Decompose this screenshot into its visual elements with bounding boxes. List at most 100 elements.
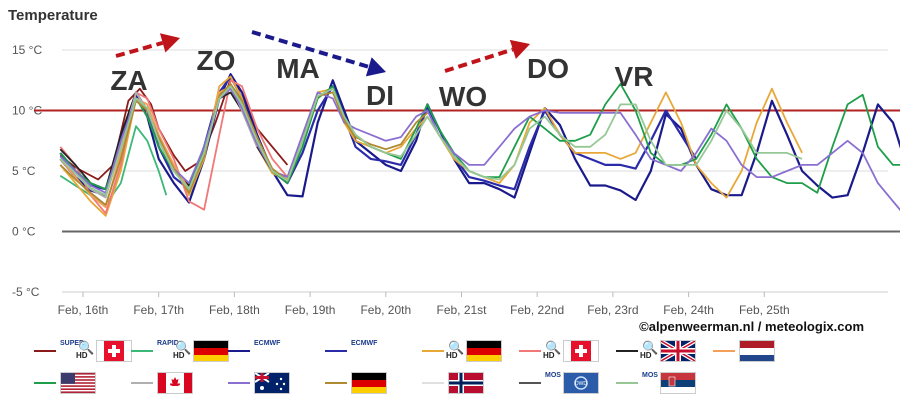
flag-us-icon: [60, 372, 96, 394]
series-lines: [59, 73, 900, 217]
legend-item-15[interactable]: MOS: [616, 370, 712, 396]
svg-text:DWD: DWD: [575, 381, 587, 387]
day-label-vr: VR: [615, 61, 654, 92]
flag-nl-icon: [739, 340, 775, 362]
legend-hd-label: HD: [76, 351, 88, 360]
magnifier-icon: 🔍: [448, 340, 465, 355]
x-tick-label: Feb, 20th: [360, 303, 411, 317]
legend-hd-label: HD: [446, 351, 458, 360]
legend-item-2[interactable]: RAPID 🔍 HD: [131, 338, 229, 364]
x-tick-label: Feb, 17th: [133, 303, 184, 317]
flag-ch-icon: [563, 340, 599, 362]
x-tick-label: Feb, 16th: [58, 303, 109, 317]
trend-arrow-head: [509, 39, 530, 59]
legend-swatch: [325, 350, 347, 352]
chart-title: Temperature: [8, 7, 98, 24]
legend-hd-label: HD: [543, 351, 555, 360]
day-label-ma: MA: [276, 53, 320, 84]
x-tick-label: Feb, 23rd: [587, 303, 638, 317]
day-annotations: ZA ZO MA DI WO DO VR: [110, 30, 654, 112]
trend-arrow-head: [365, 57, 386, 77]
y-axis-ticks: 15 °C 10 °C 5 °C 0 °C -5 °C: [12, 43, 42, 299]
x-axis-ticks: Feb, 16th Feb, 17th Feb, 18th Feb, 19th Feb,…: [58, 291, 888, 317]
reference-lines: [34, 109, 900, 233]
legend-swatch: [519, 382, 541, 384]
trend-arrow-shaft: [115, 40, 164, 58]
x-tick-label: Feb, 19th: [285, 303, 336, 317]
source-credit: ©alpenweerman.nl / meteologix.com: [639, 319, 864, 334]
legend-swatch: [616, 350, 638, 352]
legend-model-badge: MOS: [545, 372, 561, 379]
legend-swatch: [34, 382, 56, 384]
legend-item-13[interactable]: [422, 370, 518, 396]
legend-item-1[interactable]: SUPER 🔍 HD: [34, 338, 132, 364]
legend-swatch: [228, 382, 250, 384]
y-tick-label: 10 °C: [12, 104, 42, 118]
legend-swatch: [422, 350, 444, 352]
legend-item-9[interactable]: [34, 370, 130, 396]
legend-item-12[interactable]: [325, 370, 421, 396]
legend-swatch: [713, 350, 735, 352]
legend-item-10[interactable]: [131, 370, 227, 396]
flag-rs-icon: [660, 372, 696, 394]
trend-arrow-shaft: [251, 30, 370, 69]
magnifier-icon: 🔍: [642, 340, 659, 355]
flag-de-icon: [351, 372, 387, 394]
legend-swatch: [228, 350, 250, 352]
x-tick-label: Feb, 24th: [663, 303, 714, 317]
day-label-do: DO: [527, 53, 569, 84]
legend-item-7[interactable]: 🔍 HD: [616, 338, 712, 364]
legend-swatch: [519, 350, 541, 352]
y-tick-label: 0 °C: [12, 225, 36, 239]
legend-swatch: [422, 382, 444, 384]
legend-hd-label: HD: [640, 351, 652, 360]
flag-de-icon: [466, 340, 502, 362]
chart-legend: SUPER 🔍 HD RAPID 🔍 HD ECMWF ECMWF 🔍 HD 🔍 HD 🔍 HD MOS DW…: [0, 338, 900, 406]
legend-swatch: [616, 382, 638, 384]
series-line-7: [59, 91, 288, 191]
flag-ca-icon: [157, 372, 193, 394]
y-tick-label: 5 °C: [12, 164, 36, 178]
legend-model-badge: ECMWF: [351, 340, 378, 347]
series-line-13: [59, 85, 803, 197]
x-tick-label: Feb, 18th: [209, 303, 260, 317]
series-line-4: [59, 75, 698, 191]
trend-arrow-shaft: [444, 47, 514, 73]
x-tick-label: Feb, 22nd: [510, 303, 564, 317]
x-tick-label: Feb, 21st: [436, 303, 487, 317]
day-label-zo: ZO: [197, 45, 236, 76]
magnifier-icon: 🔍: [78, 340, 95, 355]
legend-item-3[interactable]: ECMWF: [228, 338, 324, 364]
y-tick-label: 15 °C: [12, 43, 42, 57]
legend-swatch: [131, 350, 153, 352]
day-label-di: DI: [366, 80, 394, 111]
magnifier-icon: 🔍: [545, 340, 562, 355]
legend-swatch: [131, 382, 153, 384]
legend-item-4[interactable]: ECMWF: [325, 338, 421, 364]
flag-no-icon: [448, 372, 484, 394]
day-label-za: ZA: [110, 65, 147, 96]
flag-gb-icon: [660, 340, 696, 362]
magnifier-icon: 🔍: [175, 340, 192, 355]
legend-model-badge: SUPER: [60, 340, 85, 347]
legend-swatch: [34, 350, 56, 352]
legend-model-badge: MOS: [642, 372, 658, 379]
legend-item-5[interactable]: 🔍 HD: [422, 338, 518, 364]
flag-de-icon: [193, 340, 229, 362]
legend-item-6[interactable]: 🔍 HD: [519, 338, 615, 364]
flag-au-icon: [254, 372, 290, 394]
trend-arrow-head: [159, 33, 180, 53]
legend-swatch: [325, 382, 347, 384]
legend-item-8[interactable]: [713, 338, 809, 364]
day-label-wo: WO: [439, 81, 487, 112]
legend-model-badge: ECMWF: [254, 340, 281, 347]
flag-ch-icon: [96, 340, 132, 362]
flag-dwd-icon: DWD: [563, 372, 599, 394]
y-tick-label: -5 °C: [12, 285, 40, 299]
series-line-5: [59, 75, 803, 217]
legend-hd-label: HD: [173, 351, 185, 360]
legend-item-11[interactable]: [228, 370, 324, 396]
legend-model-badge: RAPID: [157, 340, 179, 347]
legend-item-14[interactable]: MOS DWD: [519, 370, 615, 396]
series-line-6: [59, 79, 289, 215]
